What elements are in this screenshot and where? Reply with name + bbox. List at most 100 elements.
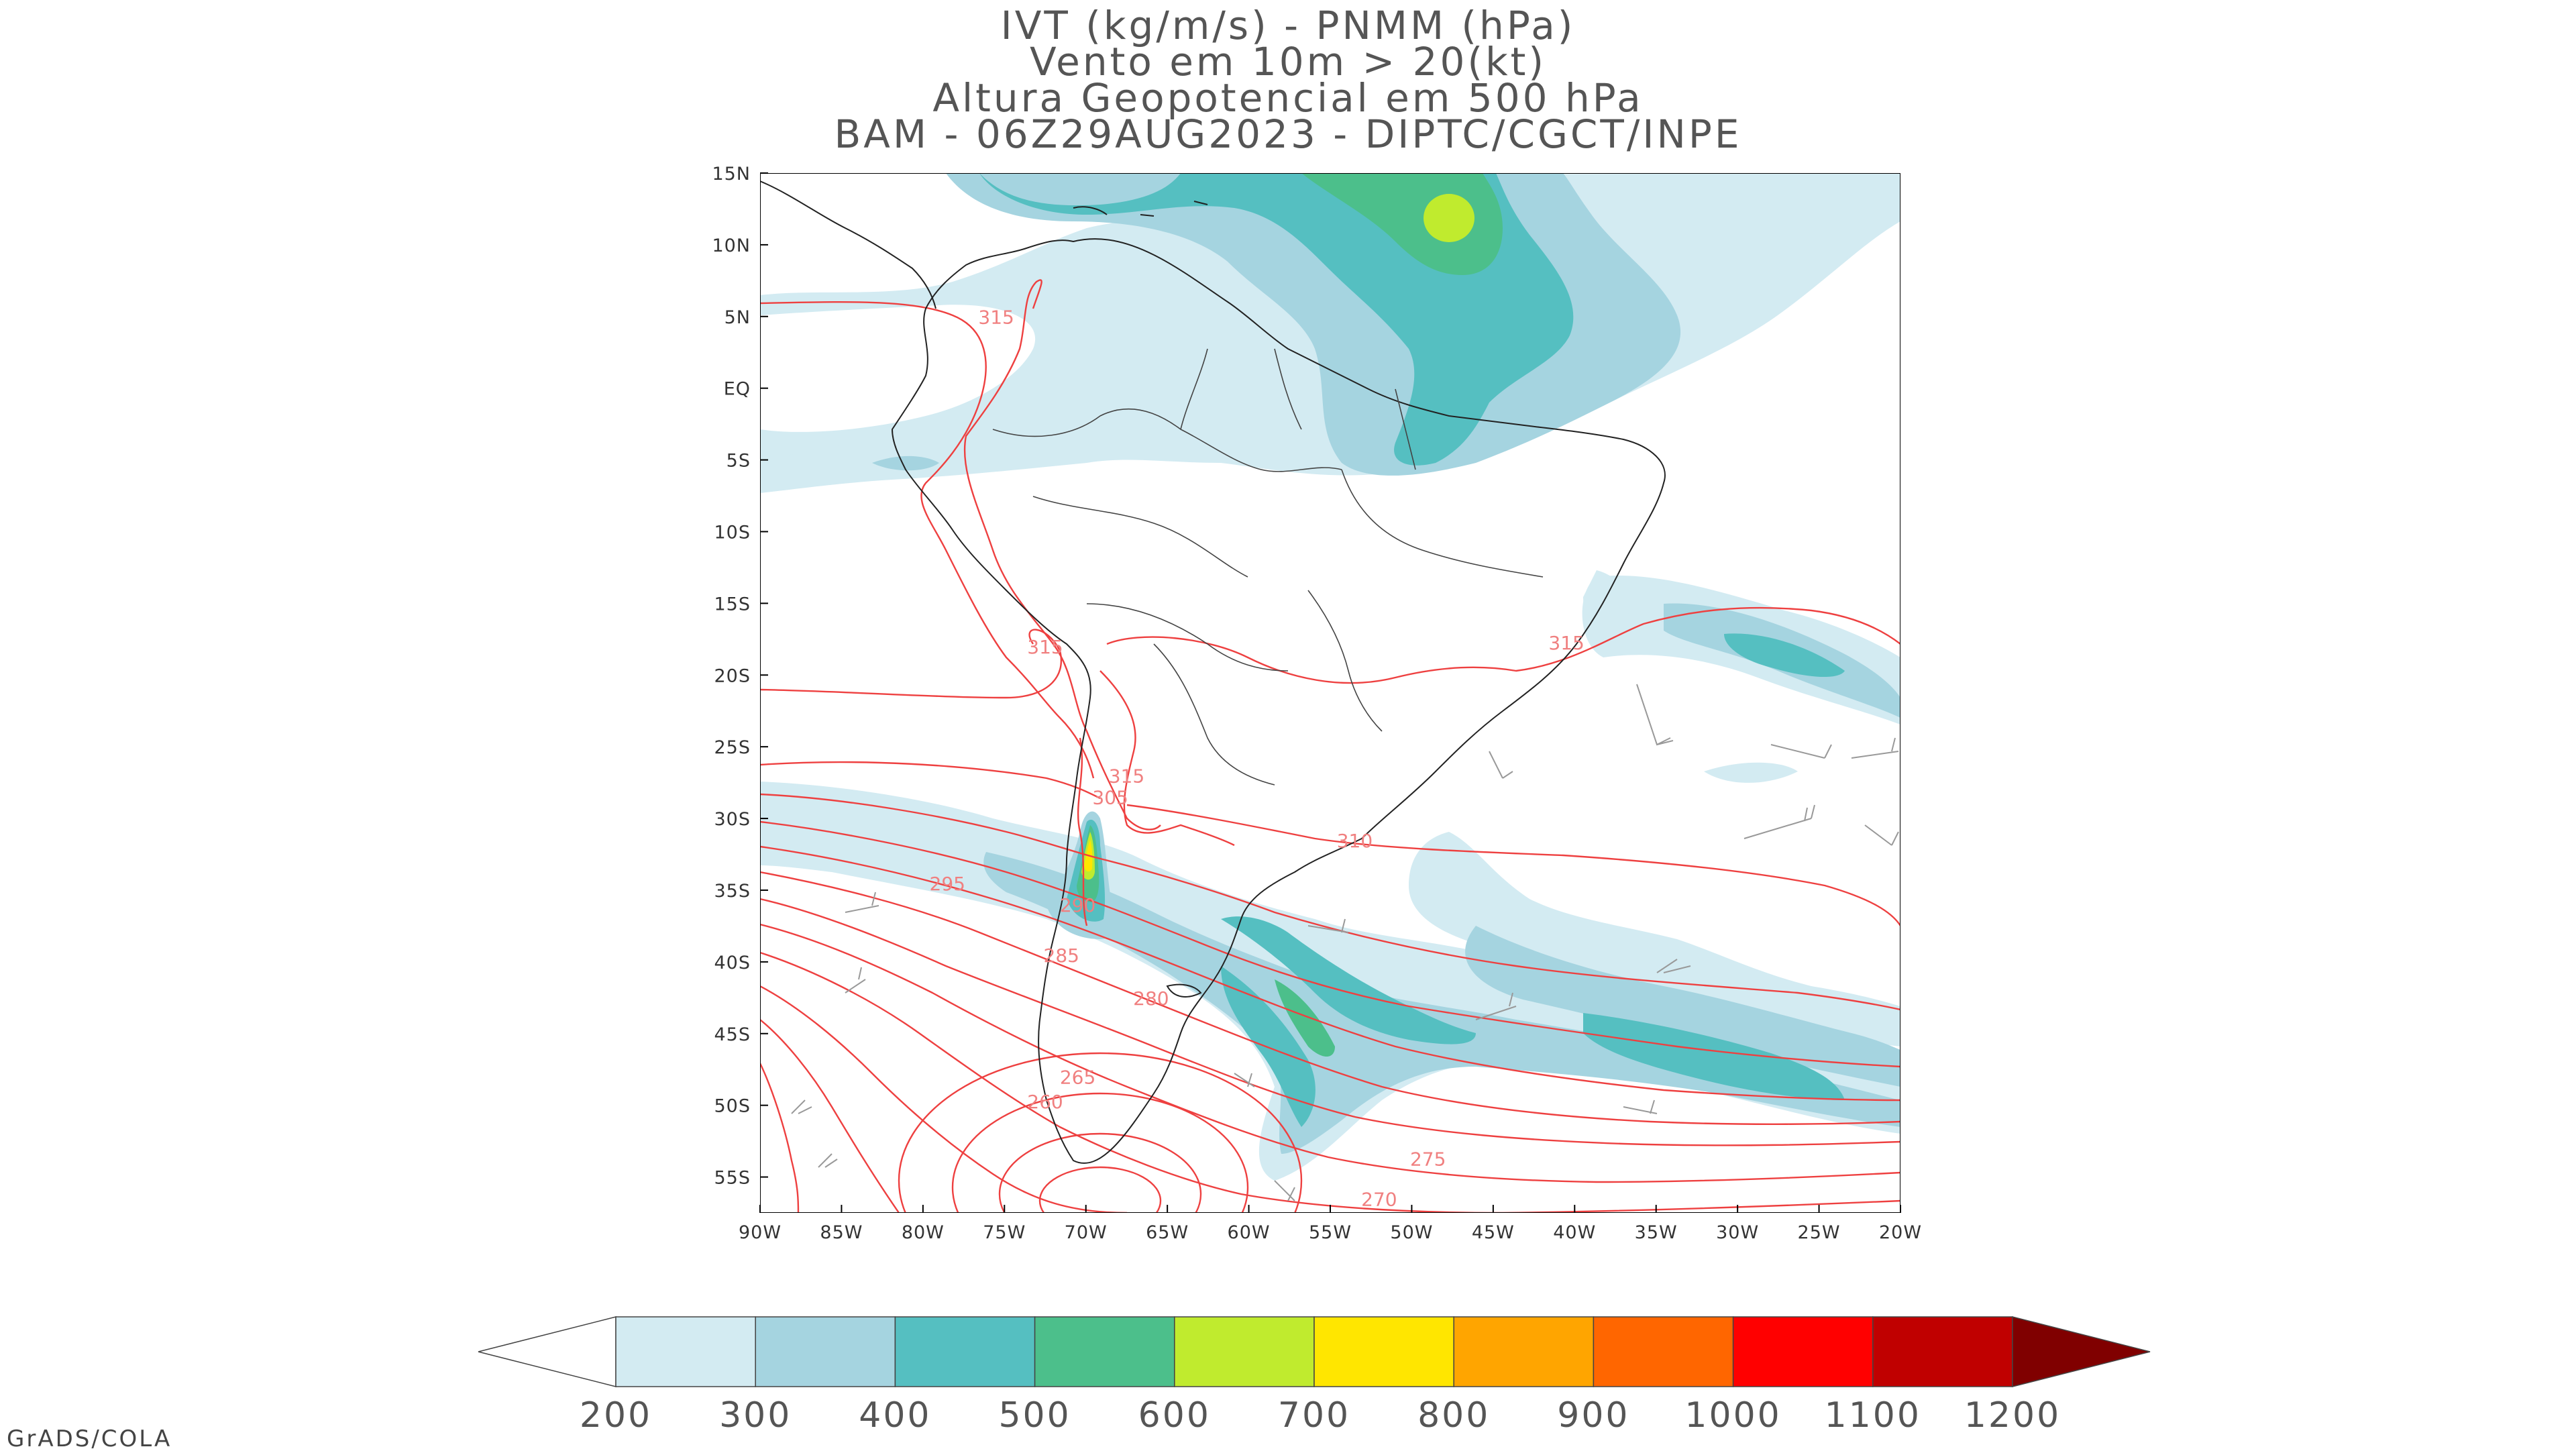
contour-low-ring <box>1038 1166 1162 1213</box>
lon-tick-label: 90W <box>739 1222 782 1243</box>
wind-barb <box>1489 751 1513 779</box>
contour-label: 260 <box>1027 1091 1063 1113</box>
lat-tick-label: EQ <box>724 379 751 400</box>
ivt-400-southern-river <box>983 852 1900 1154</box>
ivt-400-caribbean-blob <box>979 173 1181 206</box>
ivt-300-south-atlantic-fleck <box>1704 762 1798 783</box>
contour-label: 280 <box>1133 987 1169 1010</box>
contour-label: 305 <box>1092 787 1128 809</box>
wind-barb <box>1234 1073 1255 1087</box>
contour-label: 295 <box>930 873 965 895</box>
lon-tick-label: 60W <box>1228 1222 1271 1243</box>
contour-line <box>760 898 1900 1146</box>
colorbar-label: 200 <box>580 1395 652 1436</box>
lat-tick-label: 10S <box>714 522 751 543</box>
colorbar-label: 500 <box>998 1395 1071 1436</box>
colorbar-swatch <box>615 1316 756 1387</box>
ivt-500-southern-river-core <box>1221 966 1316 1127</box>
lat-tick-label: 5S <box>727 451 751 472</box>
ivt-500-southern-river <box>1221 916 1476 1044</box>
ivt-300-southern-river-west <box>1409 832 1900 1046</box>
contour-line <box>760 951 1900 1213</box>
ivt-shading <box>760 173 1900 1181</box>
ivt-300-east-brazil <box>1583 570 1629 635</box>
contour-label: 275 <box>1410 1148 1446 1170</box>
country-borders <box>992 348 1544 786</box>
title-line-3: Altura Geopotencial em 500 hPa <box>932 75 1643 121</box>
contour-label: 290 <box>1060 894 1095 916</box>
contour-line <box>760 845 1900 1102</box>
contour-line <box>760 301 1095 779</box>
contour-line <box>760 985 1128 1213</box>
lat-tick-label: 15N <box>712 164 751 184</box>
wind-barb <box>1475 992 1517 1020</box>
contour-label: 270 <box>1361 1188 1397 1210</box>
colorbar-label: 1200 <box>1964 1395 2061 1436</box>
wind-barbs <box>791 684 1899 1201</box>
title-line-1: IVT (kg/m/s) - PNMM (hPa) <box>1001 3 1576 48</box>
lon-tick-label: 65W <box>1146 1222 1189 1243</box>
contour-andes <box>963 279 1161 830</box>
lat-tick-label: 35S <box>714 881 751 902</box>
ivt-colorbar: 200 300 400 500 600 700 800 900 1000 1100 1200 <box>478 1316 2151 1436</box>
colorbar-swatch <box>1453 1316 1595 1387</box>
contour-andes <box>1077 737 1088 926</box>
wind-barb <box>1656 959 1691 973</box>
contour-label: 315 <box>1548 632 1584 654</box>
contour-line <box>760 1063 800 1213</box>
contour-labels: 3153153153053153102952902852802652602752… <box>930 306 1585 1210</box>
wind-barb <box>818 1153 838 1168</box>
colorbar-label: 300 <box>719 1395 792 1436</box>
ivt-600-southern-core <box>1275 979 1335 1057</box>
map-panel: 3153153153053153102952902852802652602752… <box>760 173 1900 1213</box>
ivt-300-pacific-equatorial <box>760 441 941 490</box>
colorbar-label: 1000 <box>1684 1395 1781 1436</box>
latitude-axis: 15N 10N 5N EQ 5S 10S 15S 20S 25S 30S 35S 40S 45S 50S 5… <box>712 164 768 1189</box>
wind-barb <box>1274 1180 1295 1201</box>
ivt-400-pacific-equatorial <box>872 455 939 471</box>
lat-tick-label: 30S <box>714 809 751 830</box>
lon-tick-label: 30W <box>1716 1222 1759 1243</box>
central-america-coastline <box>760 180 936 309</box>
lon-tick-label: 85W <box>820 1222 863 1243</box>
contour-low-ring <box>898 1052 1303 1213</box>
colorbar-swatch <box>1872 1316 2013 1387</box>
wind-barb <box>845 967 866 994</box>
wind-barb <box>1864 824 1899 846</box>
contour-line <box>1126 804 1900 926</box>
wind-barb <box>1743 804 1815 839</box>
colorbar-swatch <box>1313 1316 1454 1387</box>
ivt-700-northern-maximum <box>1424 194 1474 242</box>
lat-tick-label: 45S <box>714 1024 751 1045</box>
contour-andes <box>1099 670 1235 847</box>
colorbar-upper-arrow <box>2012 1316 2151 1387</box>
colorbar-swatch <box>1593 1316 1734 1387</box>
lon-tick-label: 75W <box>983 1222 1026 1243</box>
ivt-400-southern-river-east <box>1465 926 1900 1087</box>
lon-tick-label: 20W <box>1879 1222 1922 1243</box>
ivt-500-south-atlantic-core <box>1583 1013 1845 1100</box>
lat-tick-label: 20S <box>714 665 751 686</box>
colorbar-swatch <box>1732 1316 1874 1387</box>
wind-barb <box>1851 737 1899 759</box>
wind-barb <box>1307 918 1349 933</box>
lon-tick-label: 55W <box>1309 1222 1352 1243</box>
wind-barb <box>1623 1099 1658 1114</box>
longitude-axis: 90W 85W 80W 75W 70W 65W 60W 55W 50W 45W 40W 35W 30W 2… <box>739 1205 1922 1243</box>
contour-label: 315 <box>1027 636 1063 658</box>
lat-tick-label: 15S <box>714 594 751 614</box>
contour-line <box>1106 606 1900 684</box>
south-america-coastline <box>891 238 1666 1164</box>
contour-label: 315 <box>1109 765 1144 788</box>
lon-tick-label: 35W <box>1635 1222 1678 1243</box>
lon-tick-label: 70W <box>1065 1222 1108 1243</box>
contour-label: 315 <box>978 306 1014 328</box>
colorbar-swatch <box>1174 1316 1315 1387</box>
lon-tick-label: 50W <box>1390 1222 1433 1243</box>
coastlines <box>760 180 1666 1164</box>
lat-tick-label: 25S <box>714 737 751 758</box>
lon-tick-label: 25W <box>1798 1222 1841 1243</box>
colorbar-label: 900 <box>1557 1395 1629 1436</box>
colorbar-swatch <box>894 1316 1036 1387</box>
